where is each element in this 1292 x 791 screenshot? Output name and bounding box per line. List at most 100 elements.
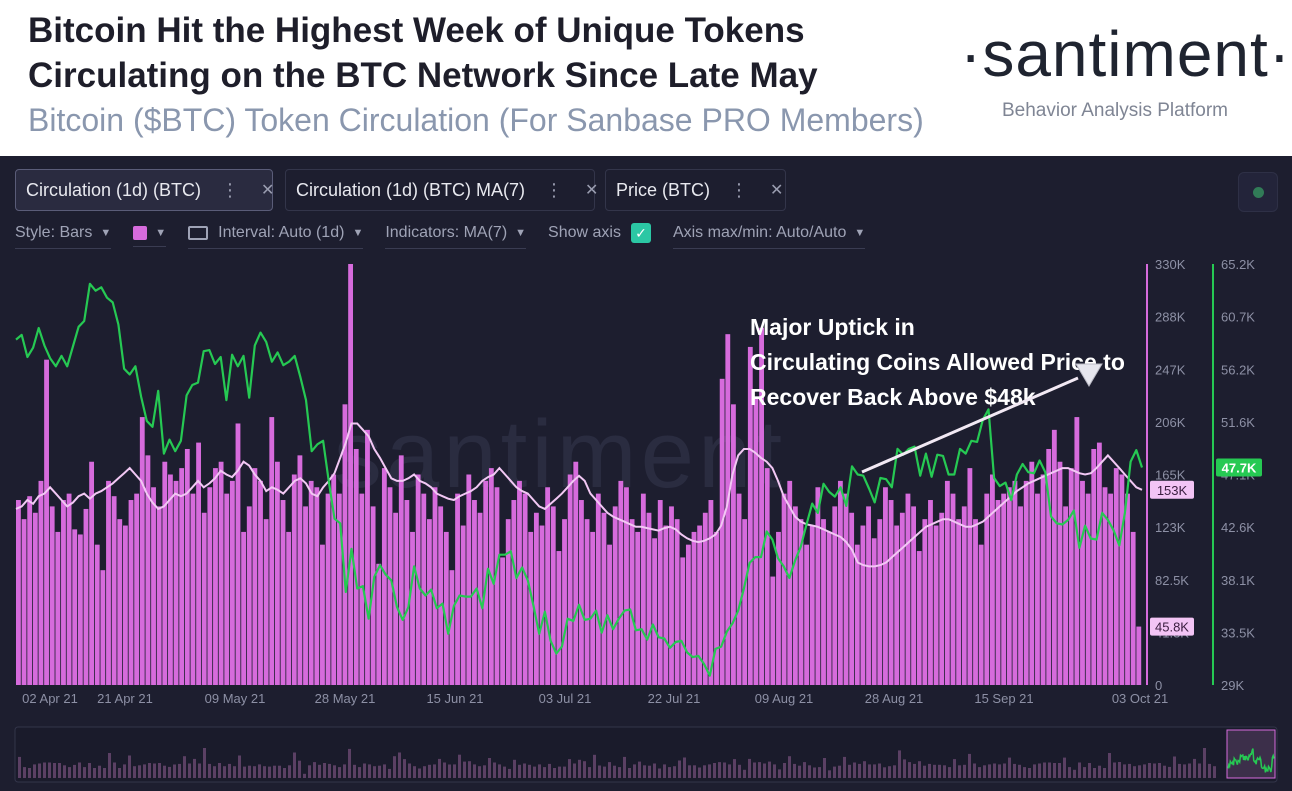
metric-label: Circulation (1d) (BTC): [26, 179, 202, 200]
navigator-bar: [868, 764, 871, 778]
navigator-bar: [743, 769, 746, 778]
navigator-bar: [503, 766, 506, 778]
navigator-bar: [578, 759, 581, 778]
circulation-bar: [66, 493, 72, 685]
metric-chip-price[interactable]: Price (BTC) ⋮ ✕: [605, 169, 786, 211]
navigator-bar: [1093, 768, 1096, 778]
navigator-bar: [253, 766, 256, 778]
circulation-bar: [156, 506, 162, 685]
circulation-bar: [353, 448, 359, 685]
circulation-bar: [787, 480, 793, 685]
more-vertical-icon[interactable]: ⋮: [221, 179, 240, 200]
status-dot-button[interactable]: [1238, 172, 1278, 212]
close-icon[interactable]: ✕: [770, 182, 784, 199]
navigator-bar: [928, 763, 931, 778]
circulation-bar: [1096, 442, 1102, 685]
navigator-bar: [418, 768, 421, 778]
navigator-bar: [128, 755, 131, 778]
navigator-bar: [1118, 762, 1121, 778]
navigator-bar: [598, 765, 601, 778]
circulation-bar: [1001, 493, 1007, 685]
navigator-bar: [1053, 763, 1056, 778]
navigator-bar: [1003, 763, 1006, 778]
navigator-bar: [733, 759, 736, 778]
navigator-bar: [28, 768, 31, 778]
circulation-bar: [179, 468, 185, 685]
navigator-bar: [663, 764, 666, 778]
navigator-bar: [1058, 763, 1061, 778]
navigator-bar: [533, 766, 536, 778]
circulation-bar: [826, 531, 832, 685]
circulation-bar: [263, 519, 269, 685]
metric-chip-circulation[interactable]: Circulation (1d) (BTC) ⋮ ✕: [15, 169, 275, 211]
navigator-bar: [543, 767, 546, 778]
close-icon[interactable]: ✕: [261, 182, 275, 199]
navigator-bar: [398, 752, 401, 778]
navigator-bar: [228, 763, 231, 778]
checkbox-checked-icon[interactable]: ✓: [630, 223, 651, 243]
close-icon[interactable]: ✕: [585, 182, 599, 199]
axis-maxmin-dropdown[interactable]: Axis max/min: Auto/Auto ▼: [672, 222, 866, 249]
navigator-bar: [1028, 768, 1031, 778]
navigator-bar: [378, 765, 381, 778]
circulation-bar: [303, 506, 308, 685]
navigator-bar: [628, 768, 631, 778]
navigator-bar: [138, 765, 141, 778]
circulation-bar: [494, 487, 500, 685]
chart-canvas[interactable]: santiment 330K 288K 247K 206K 165K 123K 82.5K 4…: [0, 252, 1292, 791]
navigator-bar: [833, 766, 836, 778]
navigator-bar: [18, 756, 21, 778]
navigator-bar: [1008, 757, 1011, 778]
circulation-bar: [297, 455, 303, 685]
x-tick-label: 03 Oct 21: [1112, 691, 1168, 706]
circulation-bar: [922, 519, 928, 685]
navigator-bar: [908, 762, 911, 778]
circulation-bar: [168, 474, 173, 685]
interval-dropdown[interactable]: Interval: Auto (1d) ▼: [188, 222, 364, 249]
annotation-text: Major Uptick in: [750, 314, 915, 340]
circulation-bar: [213, 468, 218, 685]
circulation-bar: [274, 461, 280, 685]
show-axis-toggle[interactable]: Show axis ✓: [548, 221, 651, 249]
navigator-bar: [213, 766, 216, 778]
navigator-bar: [383, 764, 386, 778]
x-tick-label: 15 Sep 21: [974, 691, 1033, 706]
navigator-bar: [883, 767, 886, 778]
price-line: [15, 282, 1144, 677]
interval-label: Interval: Auto (1d): [218, 223, 345, 241]
circulation-bar: [697, 525, 703, 685]
navigator-bar: [738, 764, 741, 778]
subtitle: Bitcoin ($BTC) Token Circulation (For Sa…: [28, 102, 924, 138]
metric-chip-circulation-ma7[interactable]: Circulation (1d) (BTC) MA(7) ⋮ ✕: [285, 169, 599, 211]
navigator-bar: [698, 767, 701, 778]
navigator-bar: [978, 767, 981, 778]
navigator-bar: [1148, 763, 1151, 778]
circulation-value-marker: [1150, 480, 1194, 499]
navigator-bar: [963, 764, 966, 778]
navigator-bar: [688, 765, 691, 778]
more-vertical-icon[interactable]: ⋮: [545, 179, 564, 200]
navigator-bar: [123, 764, 126, 778]
y-right-tick-label: 42.6K: [1221, 520, 1255, 535]
navigator-bar: [143, 764, 146, 778]
more-vertical-icon[interactable]: ⋮: [730, 179, 748, 200]
color-picker[interactable]: ▼: [133, 224, 167, 247]
circulation-bar: [286, 531, 292, 685]
navigator-bar: [388, 768, 391, 778]
navigator-bar: [328, 763, 331, 778]
header: Bitcoin Hit the Highest Week of Unique T…: [0, 0, 1292, 156]
navigator-bar: [1213, 766, 1216, 778]
circulation-bar: [1035, 493, 1040, 685]
navigator-bar: [648, 765, 651, 778]
circulation-bar: [280, 500, 286, 685]
indicators-dropdown[interactable]: Indicators: MA(7) ▼: [385, 222, 527, 249]
navigator-bar: [923, 765, 926, 778]
navigator-bar: [113, 762, 116, 778]
circulation-bar: [995, 500, 1001, 685]
navigator-bar: [173, 764, 176, 778]
circulation-bar: [776, 531, 781, 685]
navigator-bar: [93, 768, 96, 778]
navigator-bar: [43, 762, 46, 778]
style-dropdown[interactable]: Style: Bars ▼: [15, 222, 112, 249]
navigator-bar: [238, 755, 241, 778]
